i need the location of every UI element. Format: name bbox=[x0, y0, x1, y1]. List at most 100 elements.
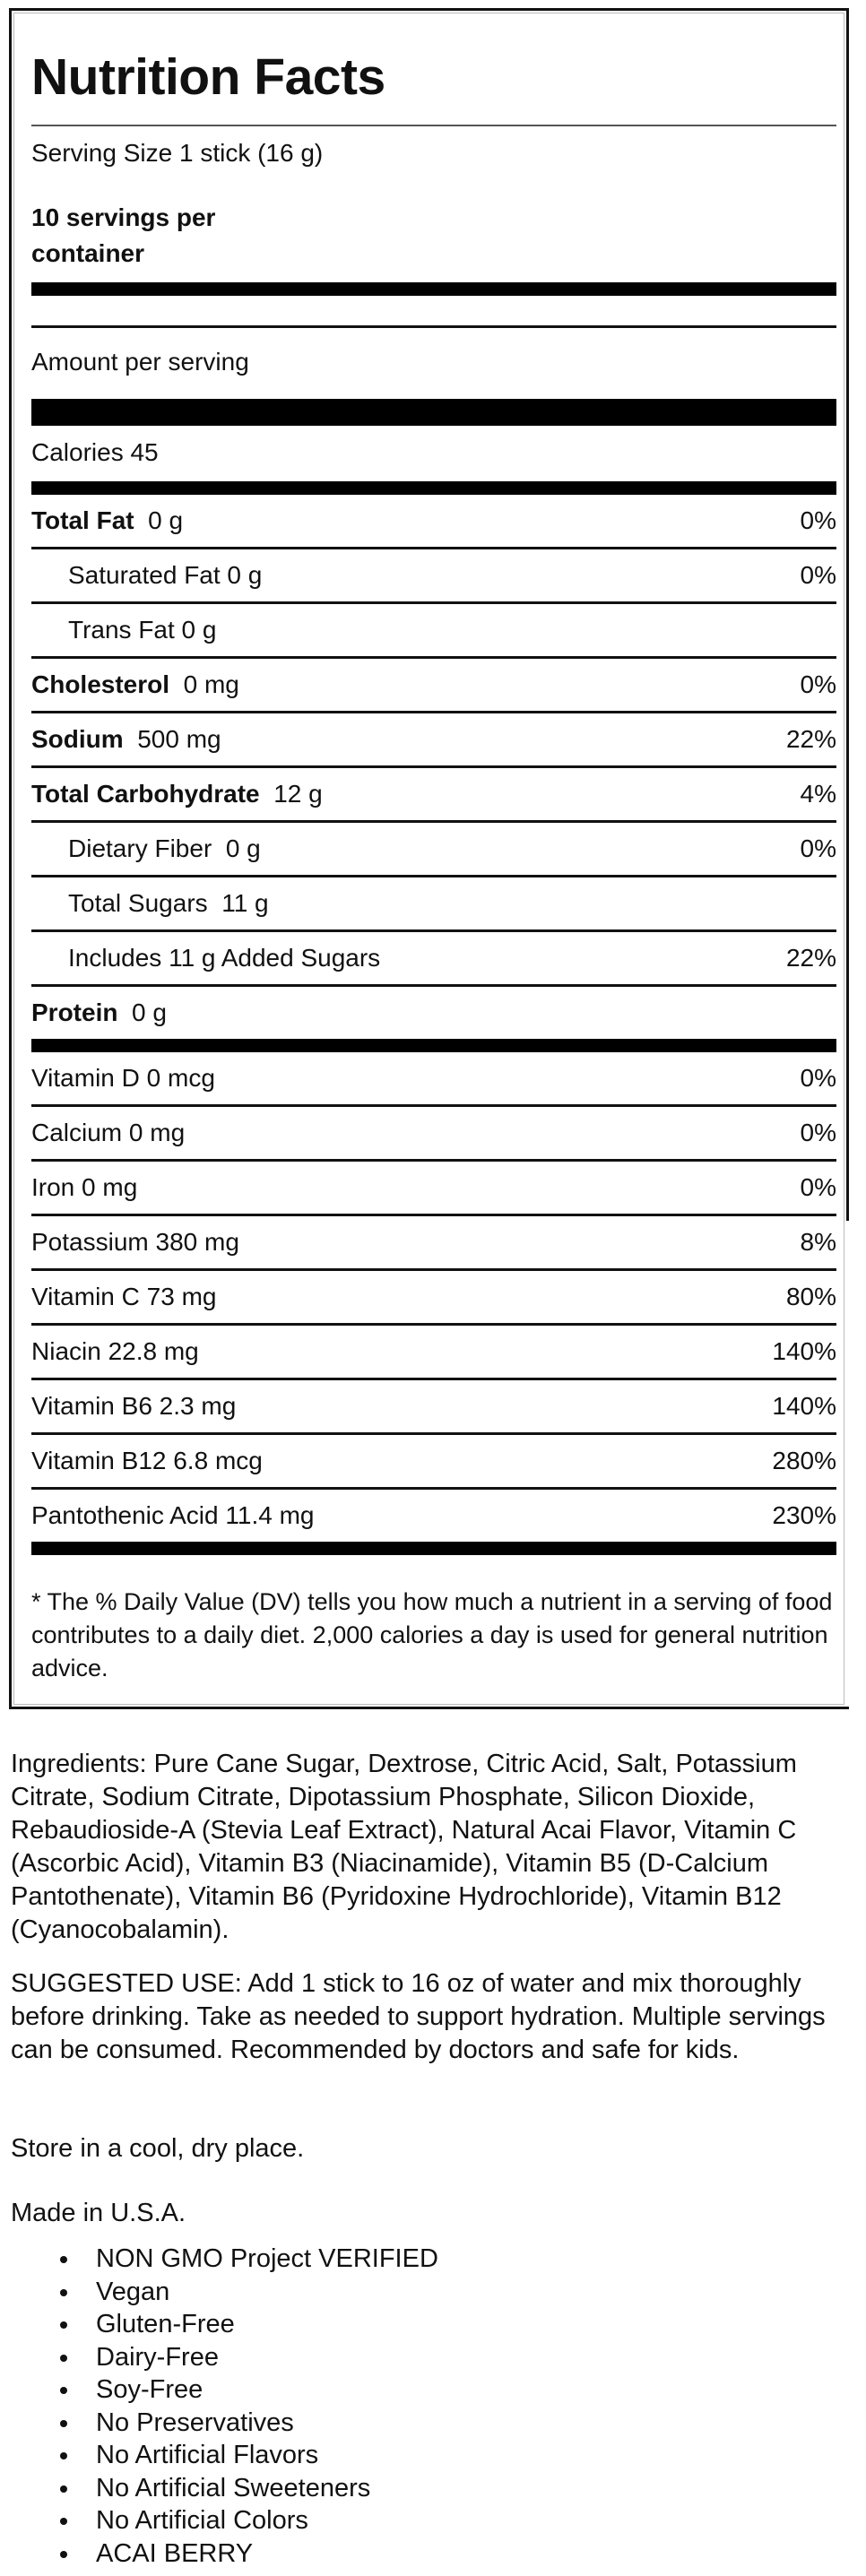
thick-divider bbox=[31, 1542, 836, 1555]
nutrient-dv: 0% bbox=[800, 506, 836, 534]
nutrient-name: Dietary Fiber bbox=[68, 834, 212, 862]
vitamin-label: Vitamin C 73 mg bbox=[31, 1283, 217, 1310]
nutrient-name: Saturated Fat 0 g bbox=[68, 561, 263, 589]
list-item: No Artificial Sweeteners bbox=[60, 2472, 438, 2505]
nutrient-dv: 4% bbox=[800, 780, 836, 808]
divider bbox=[31, 1487, 836, 1490]
vitamin-dv: 80% bbox=[785, 1283, 836, 1310]
list-item: No Artificial Flavors bbox=[60, 2439, 438, 2472]
divider bbox=[31, 820, 836, 823]
divider bbox=[31, 765, 836, 768]
divider bbox=[31, 125, 836, 126]
vitamin-dv: 140% bbox=[772, 1392, 836, 1420]
nutrient-list: Total Fat 0 g 0% Saturated Fat 0 g 0% Tr… bbox=[31, 495, 836, 1039]
nutrient-name: Sodium bbox=[31, 725, 124, 753]
nutrient-amount: 11 g bbox=[221, 889, 269, 917]
suggested-use-text: SUGGESTED USE: Add 1 stick to 16 oz of w… bbox=[11, 1969, 826, 2064]
vitamin-row: Potassium 380 mg 8% bbox=[31, 1216, 836, 1268]
divider bbox=[31, 1378, 836, 1380]
vitamin-row: Vitamin C 73 mg 80% bbox=[31, 1271, 836, 1323]
divider bbox=[31, 547, 836, 549]
label-title: Nutrition Facts bbox=[31, 48, 385, 106]
thick-divider bbox=[31, 399, 836, 426]
vitamin-dv: 0% bbox=[800, 1119, 836, 1146]
nutrient-dv: 0% bbox=[800, 670, 836, 698]
nutrient-name: Total Carbohydrate bbox=[31, 780, 260, 808]
amount-per-serving: Amount per serving bbox=[31, 348, 249, 376]
nutrient-row-cholesterol: Cholesterol 0 mg 0% bbox=[31, 659, 836, 711]
vitamin-row: Iron 0 mg 0% bbox=[31, 1162, 836, 1214]
vitamin-row: Calcium 0 mg 0% bbox=[31, 1107, 836, 1159]
vitamin-label: Iron 0 mg bbox=[31, 1173, 138, 1201]
nutrient-row-sodium: Sodium 500 mg 22% bbox=[31, 713, 836, 765]
thick-divider bbox=[31, 481, 836, 495]
vitamin-dv: 0% bbox=[800, 1064, 836, 1092]
list-item: No Preservatives bbox=[60, 2407, 438, 2440]
nutrient-name: Trans Fat 0 g bbox=[68, 616, 217, 644]
vitamin-label: Calcium 0 mg bbox=[31, 1119, 186, 1146]
vitamin-list: Vitamin D 0 mcg 0% Calcium 0 mg 0% Iron 0 … bbox=[31, 1052, 836, 1542]
vitamin-label: Pantothenic Acid 11.4 mg bbox=[31, 1501, 315, 1529]
vitamin-label: Vitamin D 0 mcg bbox=[31, 1064, 215, 1092]
vitamin-dv: 8% bbox=[800, 1228, 836, 1256]
border-gap bbox=[846, 1221, 866, 1707]
nutrient-dv: 22% bbox=[785, 944, 836, 972]
divider bbox=[31, 1432, 836, 1435]
list-item: Dairy-Free bbox=[60, 2341, 438, 2374]
thick-divider bbox=[31, 282, 836, 296]
product-badges-list: NON GMO Project VERIFIED Vegan Gluten-Fr… bbox=[11, 2243, 438, 2570]
thick-divider bbox=[31, 1039, 836, 1052]
vitamin-dv: 230% bbox=[772, 1501, 836, 1529]
vitamin-label: Vitamin B12 6.8 mcg bbox=[31, 1447, 263, 1474]
divider bbox=[31, 1323, 836, 1326]
nutrient-name: Protein bbox=[31, 998, 118, 1026]
nutrient-row-saturated-fat: Saturated Fat 0 g 0% bbox=[31, 549, 836, 601]
list-item: Soy-Free bbox=[60, 2373, 438, 2407]
nutrient-name: Cholesterol bbox=[31, 670, 170, 698]
list-item: Gluten-Free bbox=[60, 2308, 438, 2341]
divider bbox=[31, 1159, 836, 1162]
nutrient-amount: 0 mg bbox=[183, 670, 239, 698]
nutrient-dv: 22% bbox=[785, 725, 836, 753]
nutrient-amount: 0 g bbox=[132, 998, 167, 1026]
nutrition-label-content: Nutrition Facts Serving Size 1 stick (16… bbox=[31, 9, 836, 1685]
divider bbox=[31, 875, 836, 877]
vitamin-label: Potassium 380 mg bbox=[31, 1228, 239, 1256]
ingredients: Ingredients: Pure Cane Sugar, Dextrose, … bbox=[11, 1748, 853, 1947]
nutrient-amount: 12 g bbox=[273, 780, 323, 808]
nutrient-dv: 0% bbox=[800, 561, 836, 589]
list-item: ACAI BERRY bbox=[60, 2537, 438, 2571]
divider bbox=[31, 1214, 836, 1216]
vitamin-row: Vitamin D 0 mcg 0% bbox=[31, 1052, 836, 1104]
vitamin-dv: 140% bbox=[772, 1337, 836, 1365]
list-item: NON GMO Project VERIFIED bbox=[60, 2243, 438, 2276]
serving-size: Serving Size 1 stick (16 g) bbox=[31, 139, 324, 167]
divider bbox=[31, 601, 836, 604]
nutrient-amount: 0 g bbox=[225, 834, 261, 862]
origin-text: Made in U.S.A. bbox=[11, 2199, 186, 2227]
vitamin-row: Niacin 22.8 mg 140% bbox=[31, 1326, 836, 1378]
vitamin-label: Vitamin B6 2.3 mg bbox=[31, 1392, 237, 1420]
divider bbox=[31, 984, 836, 987]
nutrient-row-dietary-fiber: Dietary Fiber 0 g 0% bbox=[31, 823, 836, 875]
divider bbox=[31, 711, 836, 713]
divider bbox=[31, 1268, 836, 1271]
nutrient-row-total-sugars: Total Sugars 11 g bbox=[31, 877, 836, 929]
daily-value-footnote: * The % Daily Value (DV) tells you how m… bbox=[31, 1588, 833, 1681]
servings-per-container-line1: 10 servings per bbox=[31, 203, 216, 231]
list-item: Vegan bbox=[60, 2276, 438, 2309]
vitamin-dv: 280% bbox=[772, 1447, 836, 1474]
servings-per-container-line2: container bbox=[31, 239, 145, 267]
divider bbox=[31, 656, 836, 659]
calories: Calories 45 bbox=[31, 438, 159, 466]
nutrient-row-total-carbohydrate: Total Carbohydrate 12 g 4% bbox=[31, 768, 836, 820]
nutrition-facts-label bbox=[9, 8, 849, 1709]
nutrient-row-trans-fat: Trans Fat 0 g bbox=[31, 604, 836, 656]
nutrient-amount: 0 g bbox=[148, 506, 184, 534]
origin-note: Made in U.S.A. bbox=[11, 2197, 853, 2230]
nutrient-row-total-fat: Total Fat 0 g 0% bbox=[31, 495, 836, 547]
nutrient-name: Includes 11 g Added Sugars bbox=[68, 944, 381, 972]
storage-text: Store in a cool, dry place. bbox=[11, 2134, 305, 2163]
nutrient-name: Total Fat bbox=[31, 506, 134, 534]
nutrient-row-protein: Protein 0 g bbox=[31, 987, 836, 1039]
